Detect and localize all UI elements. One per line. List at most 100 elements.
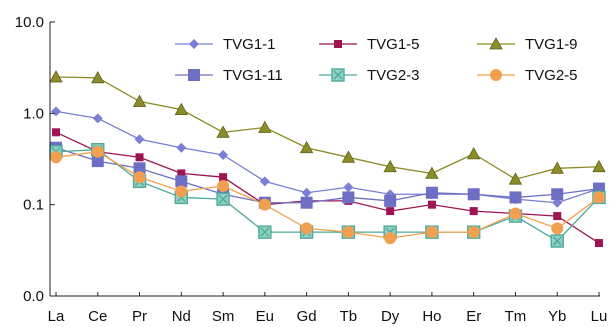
data-point: [469, 207, 478, 216]
series-line: [55, 76, 600, 180]
data-point: [551, 188, 564, 201]
series-layer: [49, 70, 606, 248]
data-point: [386, 207, 395, 216]
data-point: [135, 153, 144, 162]
legend-swatch-marker: [331, 68, 345, 82]
legend: TVG1-1 TVG1-5 TVG1-9 TVG1-11 TVG2-3 TVG2-5: [175, 36, 578, 84]
legend-label: TVG1-11: [223, 67, 283, 84]
data-point: [425, 166, 439, 179]
legend-swatch-marker: [188, 69, 200, 81]
legend-label: TVG2-5: [525, 67, 578, 84]
data-point: [425, 226, 438, 239]
y-tick-label: 1.0: [23, 105, 44, 122]
series-tvg2-3: [49, 142, 606, 248]
data-point: [219, 173, 228, 182]
data-point: [258, 120, 272, 133]
legend-swatch-marker: [334, 40, 342, 48]
x-tick-label: Gd: [297, 308, 317, 325]
x-tick-label: Er: [466, 308, 481, 325]
data-point: [467, 226, 480, 239]
data-point: [508, 172, 523, 185]
data-point: [133, 171, 146, 184]
data-point: [551, 222, 564, 235]
y-tick-label: 0.0: [23, 288, 44, 305]
series-tvg1-9: [49, 70, 606, 185]
x-tick-label: Ho: [422, 308, 441, 325]
legend-item: TVG1-11: [175, 67, 283, 84]
series-line: [55, 151, 600, 239]
y-tick-label: 0.1: [23, 197, 44, 214]
series-tvg2-5: [50, 145, 605, 245]
data-point: [341, 150, 356, 163]
y-tick-label: 10.0: [15, 14, 44, 31]
marker-cross: [218, 194, 228, 204]
data-point: [174, 102, 188, 115]
x-tick-label: Eu: [256, 308, 274, 325]
legend-item: TVG1-1: [175, 36, 276, 53]
legend-item: TVG1-9: [477, 36, 578, 53]
data-point: [383, 159, 397, 173]
data-point: [134, 134, 145, 145]
legend-swatch-marker: [489, 37, 503, 50]
data-point: [51, 106, 61, 117]
data-point: [175, 185, 188, 198]
axes: 10.0 1.0 0.1 0.0La Ce Pr Nd Sm Eu Gd Tb Dy Ho Er Tm Yb L…: [15, 14, 608, 325]
data-point: [176, 142, 187, 153]
data-point: [216, 192, 230, 206]
data-point: [592, 159, 606, 173]
data-point: [91, 155, 104, 168]
legend-item: TVG1-5: [319, 36, 420, 53]
x-tick-label: La: [48, 308, 65, 325]
legend-label: TVG2-3: [367, 67, 420, 84]
x-tick-label: Sm: [212, 308, 235, 325]
x-tick-label: Pr: [132, 308, 147, 325]
data-point: [384, 194, 397, 207]
data-point: [132, 94, 147, 107]
legend-swatch-marker: [189, 39, 199, 49]
legend-item: TVG2-5: [477, 67, 578, 84]
data-point: [50, 151, 62, 164]
data-point: [300, 222, 313, 235]
data-point: [550, 161, 564, 174]
data-point: [91, 70, 105, 84]
data-point: [467, 188, 480, 201]
data-point: [216, 125, 230, 138]
data-point: [342, 191, 355, 204]
data-point: [425, 186, 438, 199]
data-point: [133, 162, 146, 175]
data-point: [258, 198, 271, 211]
marker-cross: [552, 236, 562, 246]
data-point: [342, 226, 355, 239]
data-point: [553, 212, 562, 221]
data-point: [49, 70, 63, 83]
data-point: [300, 196, 313, 209]
data-point: [343, 182, 354, 193]
data-point: [595, 239, 603, 248]
data-point: [175, 175, 188, 188]
data-point: [52, 128, 60, 137]
legend-label: TVG1-1: [223, 36, 276, 53]
legend-label: TVG1-5: [367, 36, 420, 53]
data-point: [299, 140, 314, 154]
series-line: [55, 110, 600, 204]
x-tick-label: Dy: [381, 308, 400, 325]
data-point: [218, 149, 229, 160]
data-point: [550, 234, 564, 248]
series-line: [55, 149, 600, 242]
data-point: [259, 176, 270, 187]
x-tick-label: Tm: [505, 308, 527, 325]
data-point: [177, 169, 186, 178]
series-line: [55, 131, 600, 244]
x-tick-label: Nd: [172, 308, 191, 325]
legend-item: TVG2-3: [319, 67, 420, 84]
x-tick-label: Ce: [88, 308, 107, 325]
x-tick-label: Yb: [548, 308, 566, 325]
data-point: [427, 200, 436, 209]
data-point: [258, 225, 272, 239]
data-point: [509, 207, 522, 220]
data-point: [92, 113, 103, 124]
data-point: [467, 147, 481, 160]
data-point: [509, 191, 522, 204]
legend-label: TVG1-9: [525, 36, 578, 53]
